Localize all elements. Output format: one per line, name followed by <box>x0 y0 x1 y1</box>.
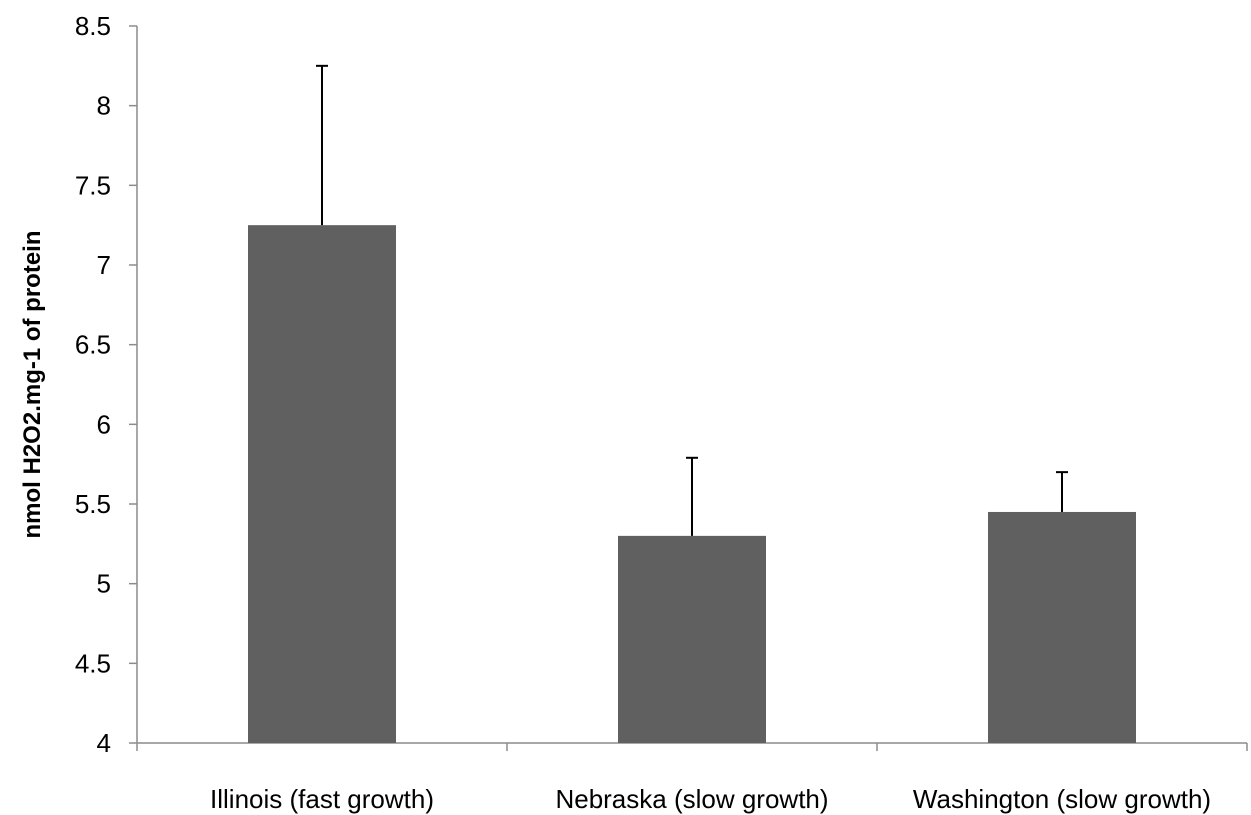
y-tick-label: 7 <box>97 250 111 280</box>
x-ticks: Illinois (fast growth) Nebraska (slow gro… <box>136 743 1248 814</box>
y-tick-label: 6.5 <box>75 330 111 360</box>
y-tick-label: 6 <box>97 409 111 439</box>
y-tick-label: 4 <box>97 728 111 758</box>
y-tick-label: 8.5 <box>75 11 111 41</box>
y-ticks: 4 4.5 5 5.5 6 6.5 7 7.5 8 8.5 <box>75 11 137 758</box>
bar <box>988 511 1136 743</box>
y-tick-label: 4.5 <box>75 648 111 678</box>
y-axis-title: nmol H2O2.mg-1 of protein <box>19 230 46 538</box>
x-tick-label: Washington (slow growth) <box>913 784 1211 814</box>
bar <box>248 225 396 743</box>
x-axis: Illinois (fast growth) Nebraska (slow gro… <box>136 742 1248 814</box>
bar <box>618 535 766 743</box>
y-tick-label: 5 <box>97 569 111 599</box>
bars <box>248 225 1136 743</box>
x-tick-label: Nebraska (slow growth) <box>555 784 828 814</box>
y-tick-label: 7.5 <box>75 170 111 200</box>
error-bars <box>316 64 1068 536</box>
y-axis: 4 4.5 5 5.5 6 6.5 7 7.5 8 8.5 <box>75 11 138 758</box>
y-tick-label: 5.5 <box>75 489 111 519</box>
y-tick-label: 8 <box>97 91 111 121</box>
x-tick-label: Illinois (fast growth) <box>210 784 434 814</box>
